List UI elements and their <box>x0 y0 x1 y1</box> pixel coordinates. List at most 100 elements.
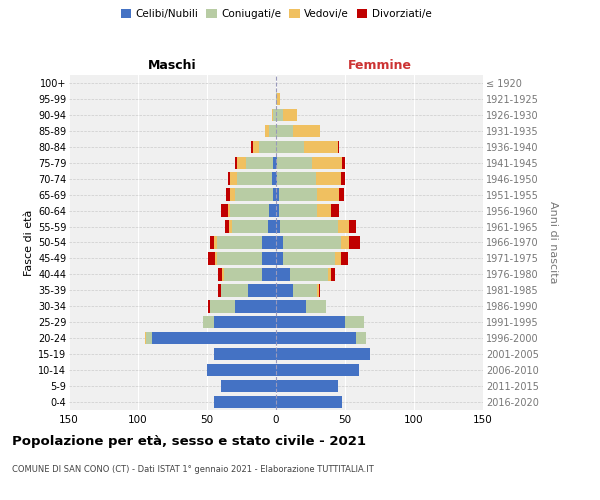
Text: Femmine: Femmine <box>347 60 412 72</box>
Bar <box>269 124 276 137</box>
Bar <box>218 268 222 280</box>
Bar <box>210 236 214 248</box>
Bar <box>331 268 335 280</box>
Bar <box>262 252 276 264</box>
Bar <box>349 236 360 248</box>
Bar <box>317 188 340 201</box>
Bar <box>230 188 235 201</box>
Bar <box>273 188 276 201</box>
Bar <box>356 332 366 344</box>
Legend: Celibi/Nubili, Coniugati/e, Vedovi/e, Divorziati/e: Celibi/Nubili, Coniugati/e, Vedovi/e, Di… <box>116 5 436 24</box>
Bar <box>272 172 276 185</box>
Bar <box>221 380 276 392</box>
Bar <box>273 108 276 121</box>
Bar <box>276 268 290 280</box>
Text: COMUNE DI SAN CONO (CT) - Dati ISTAT 1° gennaio 2021 - Elaborazione TUTTITALIA.I: COMUNE DI SAN CONO (CT) - Dati ISTAT 1° … <box>12 465 374 474</box>
Bar <box>276 140 304 153</box>
Bar <box>248 284 276 296</box>
Bar <box>277 156 312 169</box>
Bar <box>235 188 273 201</box>
Bar <box>265 124 269 137</box>
Bar <box>293 124 320 137</box>
Bar <box>319 284 320 296</box>
Bar <box>203 316 214 328</box>
Bar <box>341 172 345 185</box>
Bar <box>228 204 230 217</box>
Bar <box>276 300 307 312</box>
Bar <box>276 396 342 408</box>
Bar <box>210 300 235 312</box>
Bar <box>335 252 341 264</box>
Bar <box>214 236 217 248</box>
Bar <box>341 252 348 264</box>
Bar <box>316 172 341 185</box>
Bar <box>276 124 293 137</box>
Bar <box>229 220 232 233</box>
Bar <box>279 204 317 217</box>
Bar <box>214 348 276 360</box>
Bar <box>276 92 277 105</box>
Bar <box>217 236 262 248</box>
Bar <box>279 188 317 201</box>
Bar <box>262 236 276 248</box>
Bar <box>221 284 248 296</box>
Bar <box>277 92 280 105</box>
Bar <box>268 220 276 233</box>
Bar <box>226 188 230 201</box>
Bar <box>225 220 229 233</box>
Bar <box>224 268 262 280</box>
Bar <box>217 252 262 264</box>
Bar <box>238 156 245 169</box>
Bar <box>317 284 319 296</box>
Bar <box>338 140 340 153</box>
Bar <box>280 220 338 233</box>
Bar <box>146 332 152 344</box>
Bar <box>222 268 224 280</box>
Bar <box>259 140 276 153</box>
Bar <box>276 332 356 344</box>
Bar <box>304 140 338 153</box>
Bar <box>276 284 293 296</box>
Bar <box>283 236 341 248</box>
Bar <box>293 284 317 296</box>
Bar <box>328 268 331 280</box>
Bar <box>340 188 344 201</box>
Bar <box>230 172 238 185</box>
Bar <box>276 220 280 233</box>
Bar <box>283 108 296 121</box>
Bar <box>235 300 276 312</box>
Bar <box>235 156 238 169</box>
Bar <box>232 220 268 233</box>
Bar <box>276 156 277 169</box>
Bar <box>245 156 273 169</box>
Bar <box>230 204 269 217</box>
Bar <box>253 140 259 153</box>
Bar <box>312 156 342 169</box>
Bar <box>283 252 335 264</box>
Bar <box>218 284 221 296</box>
Bar <box>208 300 210 312</box>
Bar <box>276 204 279 217</box>
Bar <box>317 204 331 217</box>
Bar <box>276 348 370 360</box>
Bar <box>214 316 276 328</box>
Bar <box>262 268 276 280</box>
Bar <box>307 300 326 312</box>
Text: Maschi: Maschi <box>148 60 197 72</box>
Bar <box>276 188 279 201</box>
Bar <box>338 220 349 233</box>
Bar <box>221 204 228 217</box>
Bar <box>207 364 276 376</box>
Bar <box>152 332 276 344</box>
Bar <box>273 156 276 169</box>
Text: Popolazione per età, sesso e stato civile - 2021: Popolazione per età, sesso e stato civil… <box>12 435 366 448</box>
Bar <box>228 172 230 185</box>
Y-axis label: Fasce di età: Fasce di età <box>23 210 34 276</box>
Bar <box>290 268 328 280</box>
Bar <box>276 316 345 328</box>
Bar <box>251 140 253 153</box>
Bar <box>349 220 356 233</box>
Bar <box>145 332 146 344</box>
Bar <box>342 156 345 169</box>
Bar <box>214 396 276 408</box>
